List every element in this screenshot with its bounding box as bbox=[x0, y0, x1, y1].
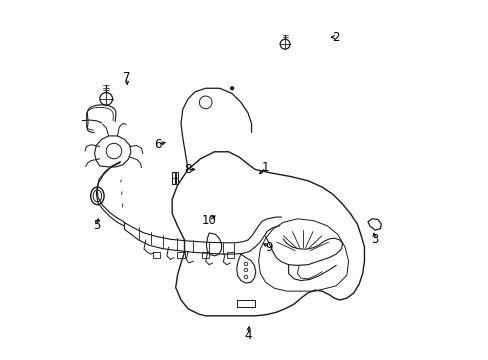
Text: 6: 6 bbox=[154, 138, 162, 151]
Text: 10: 10 bbox=[202, 214, 216, 227]
Text: 8: 8 bbox=[184, 163, 191, 176]
Text: 3: 3 bbox=[370, 234, 378, 247]
Circle shape bbox=[230, 86, 233, 90]
Text: 7: 7 bbox=[122, 71, 130, 84]
Text: 1: 1 bbox=[262, 161, 269, 174]
Text: 5: 5 bbox=[92, 219, 100, 232]
Text: 9: 9 bbox=[265, 240, 272, 253]
Text: 4: 4 bbox=[244, 329, 251, 342]
Text: 2: 2 bbox=[332, 31, 339, 44]
